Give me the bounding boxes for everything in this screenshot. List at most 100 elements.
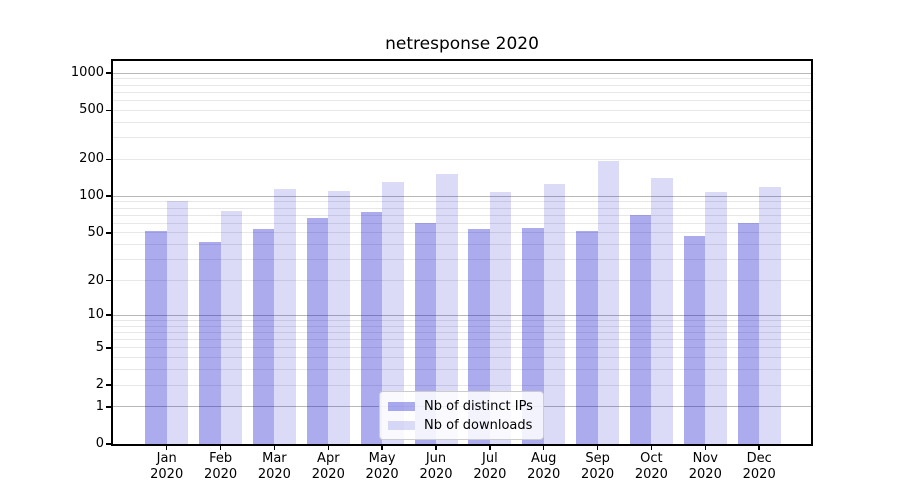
x-tick-label-dec: Dec 2020 [727, 451, 791, 482]
bar-distinct-ips-apr [306, 218, 329, 444]
x-tick-label-year-oct: 2020 [634, 466, 668, 482]
gridline-minor-800 [113, 84, 811, 86]
x-tick-label-jun: Jun 2020 [404, 451, 468, 482]
x-tick-label-year-mar: 2020 [257, 466, 291, 482]
y-tick-label-5: 5 [95, 339, 104, 355]
y-tick-label-100: 100 [79, 188, 104, 204]
legend: Nb of distinct IPs Nb of downloads [379, 391, 544, 440]
bar-downloads-dec [759, 186, 781, 444]
bar-distinct-ips-nov [683, 236, 706, 444]
x-tick-label-jan: Jan 2020 [135, 451, 199, 482]
legend-item-distinct-ips: Nb of distinct IPs [388, 398, 533, 414]
bar-downloads-apr [328, 190, 350, 444]
x-tick-label-month-nov: Nov [692, 451, 718, 466]
legend-swatch-downloads [388, 420, 415, 430]
gridline-minor-3 [113, 369, 811, 371]
legend-item-downloads: Nb of downloads [388, 417, 533, 433]
gridline-minor-80 [113, 207, 811, 209]
bar-downloads-oct [651, 178, 673, 444]
x-tick-label-sep: Sep 2020 [566, 451, 630, 482]
gridline-major-100 [113, 195, 811, 197]
gridline-minor-2 [113, 384, 811, 386]
bar-distinct-ips-jan [145, 230, 167, 444]
gridline-minor-5 [113, 347, 811, 349]
gridline-minor-300 [113, 137, 811, 139]
gridline-minor-700 [113, 91, 811, 93]
x-tick-label-mar: Mar 2020 [242, 451, 306, 482]
gridline-minor-600 [113, 100, 811, 102]
gridline-minor-8 [113, 325, 811, 327]
y-tick-label-50: 50 [87, 224, 104, 240]
x-tick-label-year-sep: 2020 [581, 466, 615, 482]
y-tick-label-0: 0 [95, 436, 104, 451]
bar-downloads-nov [705, 191, 727, 444]
gridline-minor-400 [113, 121, 811, 123]
bar-distinct-ips-dec [737, 222, 760, 444]
gridline-minor-50 [113, 232, 811, 234]
x-tick-label-apr: Apr 2020 [296, 451, 360, 482]
x-tick-label-month-mar: Mar [262, 451, 287, 466]
bar-distinct-ips-sep [576, 230, 598, 444]
bar-distinct-ips-mar [252, 228, 275, 444]
x-tick-label-year-jan: 2020 [150, 466, 184, 482]
bar-distinct-ips-oct [629, 215, 652, 444]
x-tick-mark-may [381, 446, 383, 450]
x-tick-label-month-oct: Oct [640, 451, 663, 466]
x-tick-label-month-jun: Jun [425, 451, 447, 466]
gridline-major-10 [113, 314, 811, 316]
bar-distinct-ips-may [360, 211, 383, 444]
chart-title: netresponse 2020 [385, 34, 539, 54]
x-tick-mark-aug [542, 446, 545, 450]
x-tick-label-year-aug: 2020 [527, 466, 561, 482]
bar-downloads-may [382, 181, 404, 444]
x-tick-mark-feb [219, 446, 222, 450]
x-tick-mark-mar [273, 446, 276, 450]
bar-distinct-ips-feb [199, 242, 221, 444]
grid-layer [113, 61, 811, 444]
x-tick-label-year-apr: 2020 [311, 466, 345, 482]
gridline-major-1000 [113, 72, 811, 74]
gridline-minor-60 [113, 222, 811, 224]
x-tick-mark-jan [165, 446, 168, 450]
y-tick-label-200: 200 [79, 151, 104, 167]
y-tick-label-20: 20 [87, 272, 104, 288]
y-tick-label-10: 10 [87, 307, 104, 323]
bar-distinct-ips-jun [414, 222, 436, 444]
y-tick-label-1: 1 [95, 398, 104, 414]
gridline-minor-900 [113, 78, 811, 80]
x-tick-label-feb: Feb 2020 [189, 451, 253, 482]
x-tick-label-month-dec: Dec [746, 451, 772, 466]
x-tick-label-month-jan: Jan [156, 451, 177, 466]
bar-downloads-jun [436, 174, 458, 444]
x-tick-label-year-dec: 2020 [742, 466, 776, 482]
x-tick-mark-jun [435, 446, 437, 450]
x-tick-mark-nov [704, 446, 707, 450]
x-tick-label-month-feb: Feb [209, 451, 233, 466]
bars-layer [113, 61, 811, 444]
x-tick-label-month-apr: Apr [317, 451, 340, 466]
gridline-minor-9 [113, 319, 811, 321]
gridline-minor-70 [113, 214, 811, 216]
bar-distinct-ips-jul [468, 228, 490, 444]
legend-swatch-distinct-ips [388, 401, 415, 411]
gridline-minor-4 [113, 357, 811, 359]
bar-downloads-feb [220, 210, 243, 444]
x-tick-label-nov: Nov 2020 [673, 451, 737, 482]
legend-label-distinct-ips: Nb of distinct IPs [424, 398, 533, 414]
gridline-minor-500 [113, 109, 811, 111]
x-tick-label-year-jul: 2020 [473, 466, 507, 482]
x-tick-label-month-jul: Jul [482, 451, 498, 466]
gridline-minor-30 [113, 259, 811, 261]
bar-downloads-sep [597, 161, 620, 444]
x-tick-mark-sep [596, 446, 599, 450]
bar-distinct-ips-aug [522, 227, 544, 444]
bar-downloads-aug [543, 184, 566, 444]
x-tick-mark-dec [758, 446, 760, 450]
x-tick-label-aug: Aug 2020 [512, 451, 576, 482]
x-tick-mark-jul [489, 446, 491, 450]
x-tick-mark-oct [650, 446, 653, 450]
gridline-minor-90 [113, 201, 811, 203]
x-tick-label-month-may: May [368, 451, 396, 466]
x-tick-label-year-jun: 2020 [419, 466, 453, 482]
plot-area: Nb of distinct IPs Nb of downloads [111, 59, 813, 446]
